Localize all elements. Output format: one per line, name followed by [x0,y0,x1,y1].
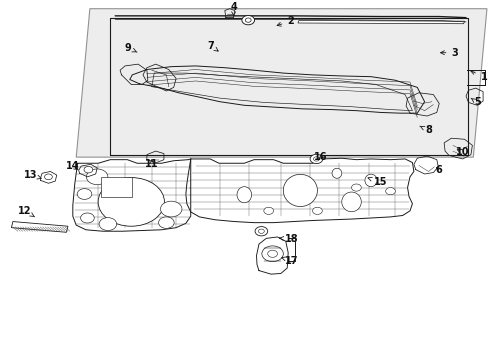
Text: 14: 14 [66,161,80,171]
Circle shape [262,246,283,262]
Ellipse shape [331,168,341,178]
Text: 3: 3 [440,48,457,58]
Circle shape [255,226,267,236]
Text: 11: 11 [145,159,158,169]
Text: 2: 2 [277,16,293,26]
Ellipse shape [364,174,376,187]
Text: 15: 15 [367,177,386,187]
Ellipse shape [341,192,361,212]
Text: 8: 8 [419,125,431,135]
Text: 7: 7 [207,41,218,51]
Circle shape [258,229,264,233]
Circle shape [309,154,322,163]
Text: 18: 18 [279,234,298,244]
Ellipse shape [283,174,317,207]
Text: 4: 4 [230,2,237,15]
Text: 13: 13 [24,170,41,180]
Ellipse shape [237,187,251,203]
Polygon shape [76,9,486,157]
Circle shape [158,217,174,228]
Circle shape [160,201,182,217]
Polygon shape [297,21,464,24]
Circle shape [385,188,395,195]
Circle shape [81,213,94,223]
Circle shape [44,174,52,180]
Text: 1: 1 [470,71,487,82]
Circle shape [312,207,322,215]
Text: 9: 9 [125,43,137,53]
Circle shape [98,177,164,226]
Circle shape [245,18,251,22]
Circle shape [267,250,277,257]
Text: 12: 12 [18,206,35,217]
Circle shape [351,184,361,191]
Text: 10: 10 [455,147,468,157]
Circle shape [99,218,117,230]
Bar [101,177,132,197]
Circle shape [84,166,93,173]
Text: 17: 17 [281,256,298,266]
Circle shape [86,169,108,185]
Text: 16: 16 [313,152,327,162]
Circle shape [242,15,254,25]
Text: 6: 6 [435,165,442,175]
Circle shape [313,157,319,161]
Circle shape [264,207,273,215]
Polygon shape [11,221,68,232]
Text: 5: 5 [470,98,480,107]
Circle shape [77,189,92,199]
